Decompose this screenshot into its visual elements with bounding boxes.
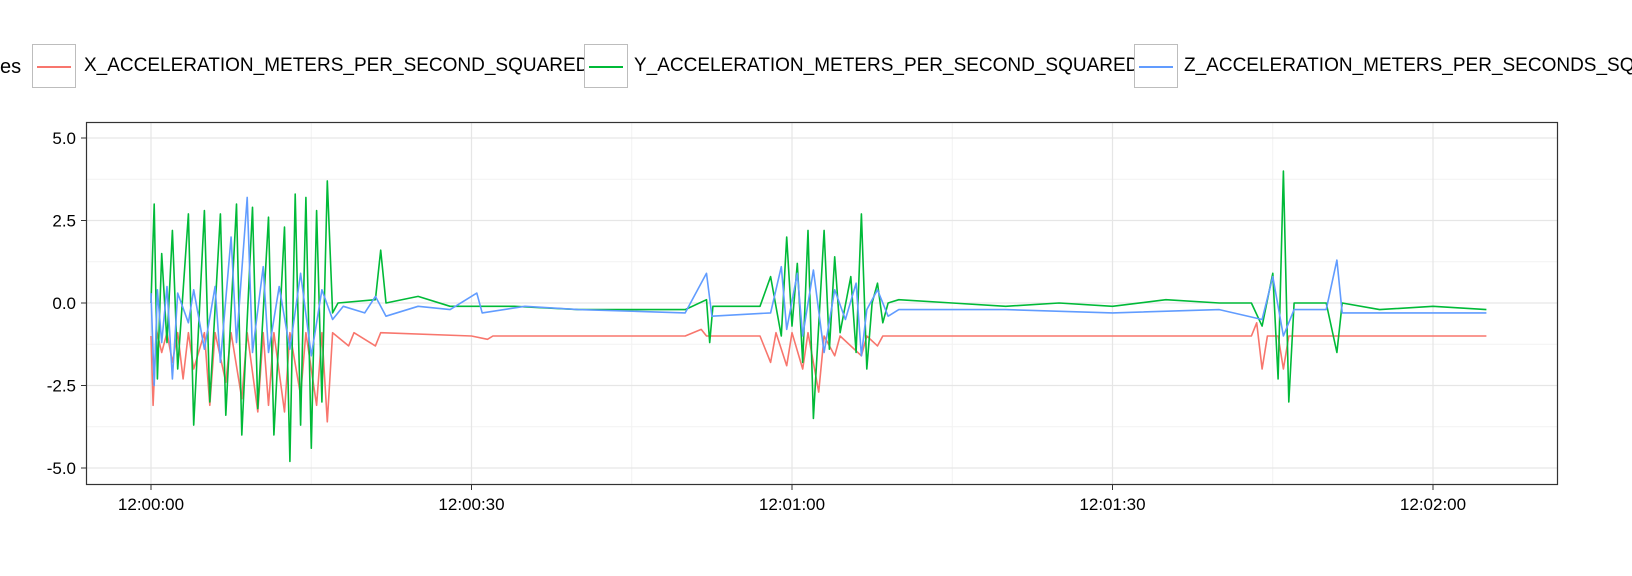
x-tick-label: 12:01:30	[1079, 495, 1145, 514]
legend-swatch-y	[589, 66, 623, 68]
x-tick-label: 12:00:30	[438, 495, 504, 514]
legend-swatch-x	[37, 66, 71, 68]
legend-key-x	[32, 44, 76, 88]
legend-label-y: Y_ACCELERATION_METERS_PER_SECOND_SQUARED	[634, 55, 1140, 76]
series-line-x	[150, 322, 1487, 423]
y-tick-label: 2.5	[52, 212, 76, 231]
x-tick-label: 12:02:00	[1400, 495, 1466, 514]
y-tick-label: -5.0	[47, 459, 76, 478]
legend-key-y	[584, 44, 628, 88]
chart: 5.0 2.5 0.0 -2.5 -5.0 12:00:00 12:00:30 12:01:0…	[47, 121, 1559, 514]
legend: es X_ACCELERATION_METERS_PER_SECOND_SQUA…	[0, 40, 1632, 96]
legend-title: es	[0, 56, 22, 78]
x-tick-label: 12:00:00	[118, 495, 184, 514]
series-line-y	[150, 170, 1487, 463]
y-tick-label: 0.0	[52, 294, 76, 313]
y-tick-label: -2.5	[47, 377, 76, 396]
plot-border	[85, 121, 1559, 486]
x-tick-label: 12:01:00	[759, 495, 825, 514]
legend-key-z	[1134, 44, 1178, 88]
legend-swatch-z	[1139, 66, 1173, 68]
series-line-z	[150, 196, 1487, 387]
y-tick-label: 5.0	[52, 129, 76, 148]
legend-label-x: X_ACCELERATION_METERS_PER_SECOND_SQUARED	[84, 55, 590, 76]
legend-label-z: Z_ACCELERATION_METERS_PER_SECONDS_SQUARE…	[1184, 55, 1632, 76]
